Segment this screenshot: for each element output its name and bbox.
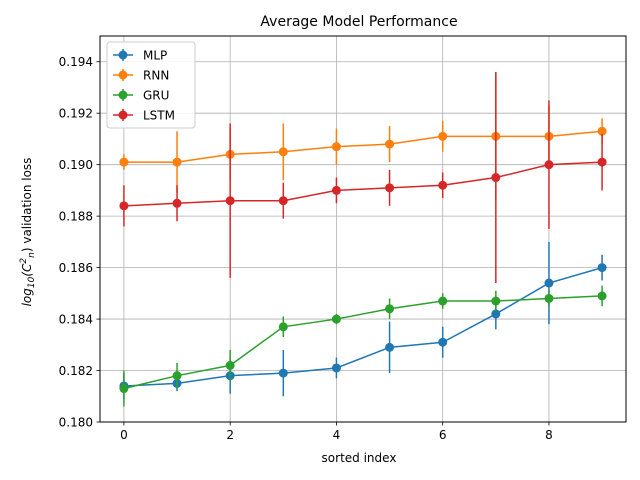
x-tick-label: 4 [333, 428, 341, 442]
data-point [278, 322, 288, 332]
data-point [278, 368, 288, 378]
legend-box [106, 41, 196, 129]
data-point [491, 296, 501, 306]
y-label-sub2: n [27, 252, 37, 258]
data-point [385, 342, 395, 352]
legend-item: LSTM [113, 109, 175, 123]
data-point [278, 147, 288, 157]
legend-marker [118, 110, 128, 120]
data-point [597, 263, 607, 273]
y-tick-label: 0.184 [59, 313, 93, 327]
y-axis-label: log10(C2n) validation loss [19, 158, 37, 307]
data-point [385, 183, 395, 193]
x-tick-label: 0 [120, 428, 128, 442]
data-point [331, 142, 341, 152]
legend-label: RNN [143, 69, 169, 83]
data-point [438, 131, 448, 141]
data-point [438, 337, 448, 347]
data-point [119, 384, 129, 394]
y-label-mid: (C [20, 263, 34, 277]
legend-label: LSTM [143, 109, 175, 123]
data-point [491, 173, 501, 183]
legend-marker [118, 70, 128, 80]
chart-title: Average Model Performance [260, 14, 457, 30]
legend-item: GRU [113, 89, 169, 103]
data-point [172, 371, 182, 381]
y-tick-label: 0.180 [59, 416, 93, 430]
y-tick-label: 0.194 [59, 55, 93, 69]
legend-label: GRU [143, 89, 169, 103]
x-tick-label: 8 [545, 428, 553, 442]
data-point [438, 296, 448, 306]
data-point [491, 309, 501, 319]
series-lstm [119, 72, 607, 284]
legend: MLP RNN GRU LSTM [106, 41, 196, 129]
data-point [597, 157, 607, 167]
x-axis-label: sorted index [322, 451, 397, 465]
y-tick-label: 0.190 [59, 158, 93, 172]
series-layer [119, 72, 607, 407]
series-line [123, 161, 603, 207]
series-mlp [119, 241, 607, 399]
data-point [597, 291, 607, 301]
legend-label: MLP [143, 49, 167, 63]
legend-marker [118, 90, 128, 100]
data-point [331, 363, 341, 373]
y-label-sub1: 10 [27, 276, 37, 288]
data-point [119, 157, 129, 167]
data-point [385, 304, 395, 314]
data-point [225, 196, 235, 206]
y-label-sup: 2 [19, 258, 29, 264]
y-label-base: log [20, 288, 34, 307]
y-tick-label: 0.192 [59, 107, 93, 121]
data-point [172, 157, 182, 167]
series-line [123, 130, 603, 163]
y-label-tail: ) validation loss [20, 158, 34, 253]
data-point [172, 198, 182, 208]
y-tick-label: 0.186 [59, 261, 93, 275]
data-point [544, 293, 554, 303]
x-tick-label: 2 [226, 428, 234, 442]
data-point [278, 196, 288, 206]
axis-ticks: 0 2 4 6 8 0.180 0.182 0.184 0.186 0.188 0.190 0.192… [59, 55, 553, 442]
plot-frame [99, 35, 627, 423]
data-point [385, 139, 395, 149]
data-point [438, 180, 448, 190]
y-tick-label: 0.188 [59, 210, 93, 224]
series-line [123, 266, 603, 387]
data-point [119, 201, 129, 211]
x-tick-label: 6 [439, 428, 447, 442]
data-point [331, 185, 341, 195]
data-point [544, 160, 554, 170]
data-point [597, 126, 607, 136]
data-point [331, 314, 341, 324]
series-gru [119, 285, 607, 407]
legend-marker [118, 50, 128, 60]
data-point [225, 360, 235, 370]
series-line [123, 295, 603, 390]
legend-item: MLP [113, 49, 167, 63]
data-point [544, 278, 554, 288]
legend-item: RNN [113, 69, 169, 83]
y-tick-label: 0.182 [59, 364, 93, 378]
